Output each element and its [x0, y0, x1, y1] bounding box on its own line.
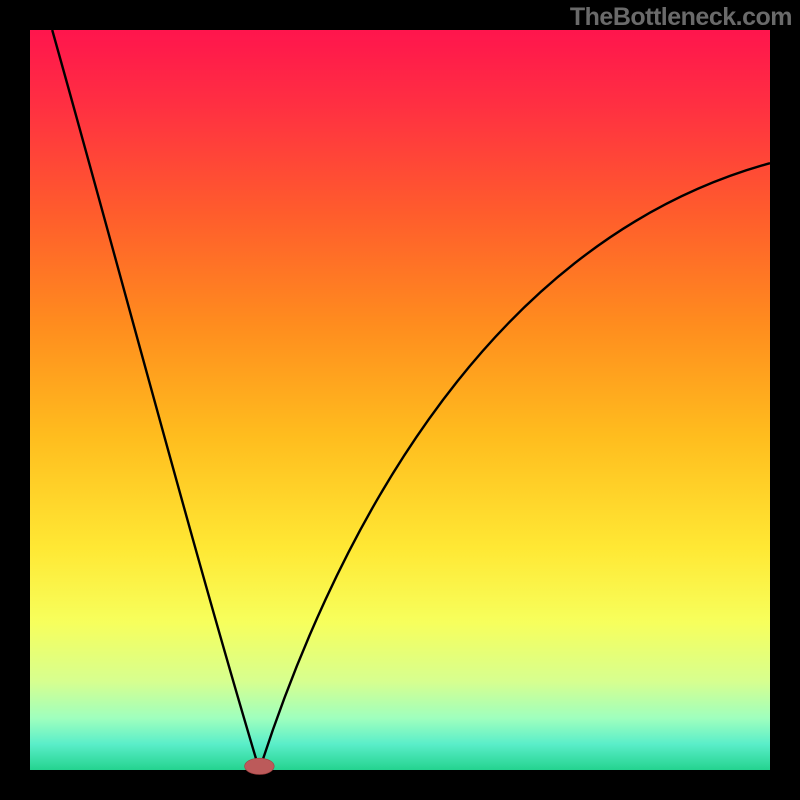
watermark-text: TheBottleneck.com: [570, 3, 792, 32]
chart-frame: TheBottleneck.com: [0, 0, 800, 800]
plot-background: [30, 30, 770, 770]
optimum-marker: [245, 758, 275, 774]
chart-svg: [0, 0, 800, 800]
